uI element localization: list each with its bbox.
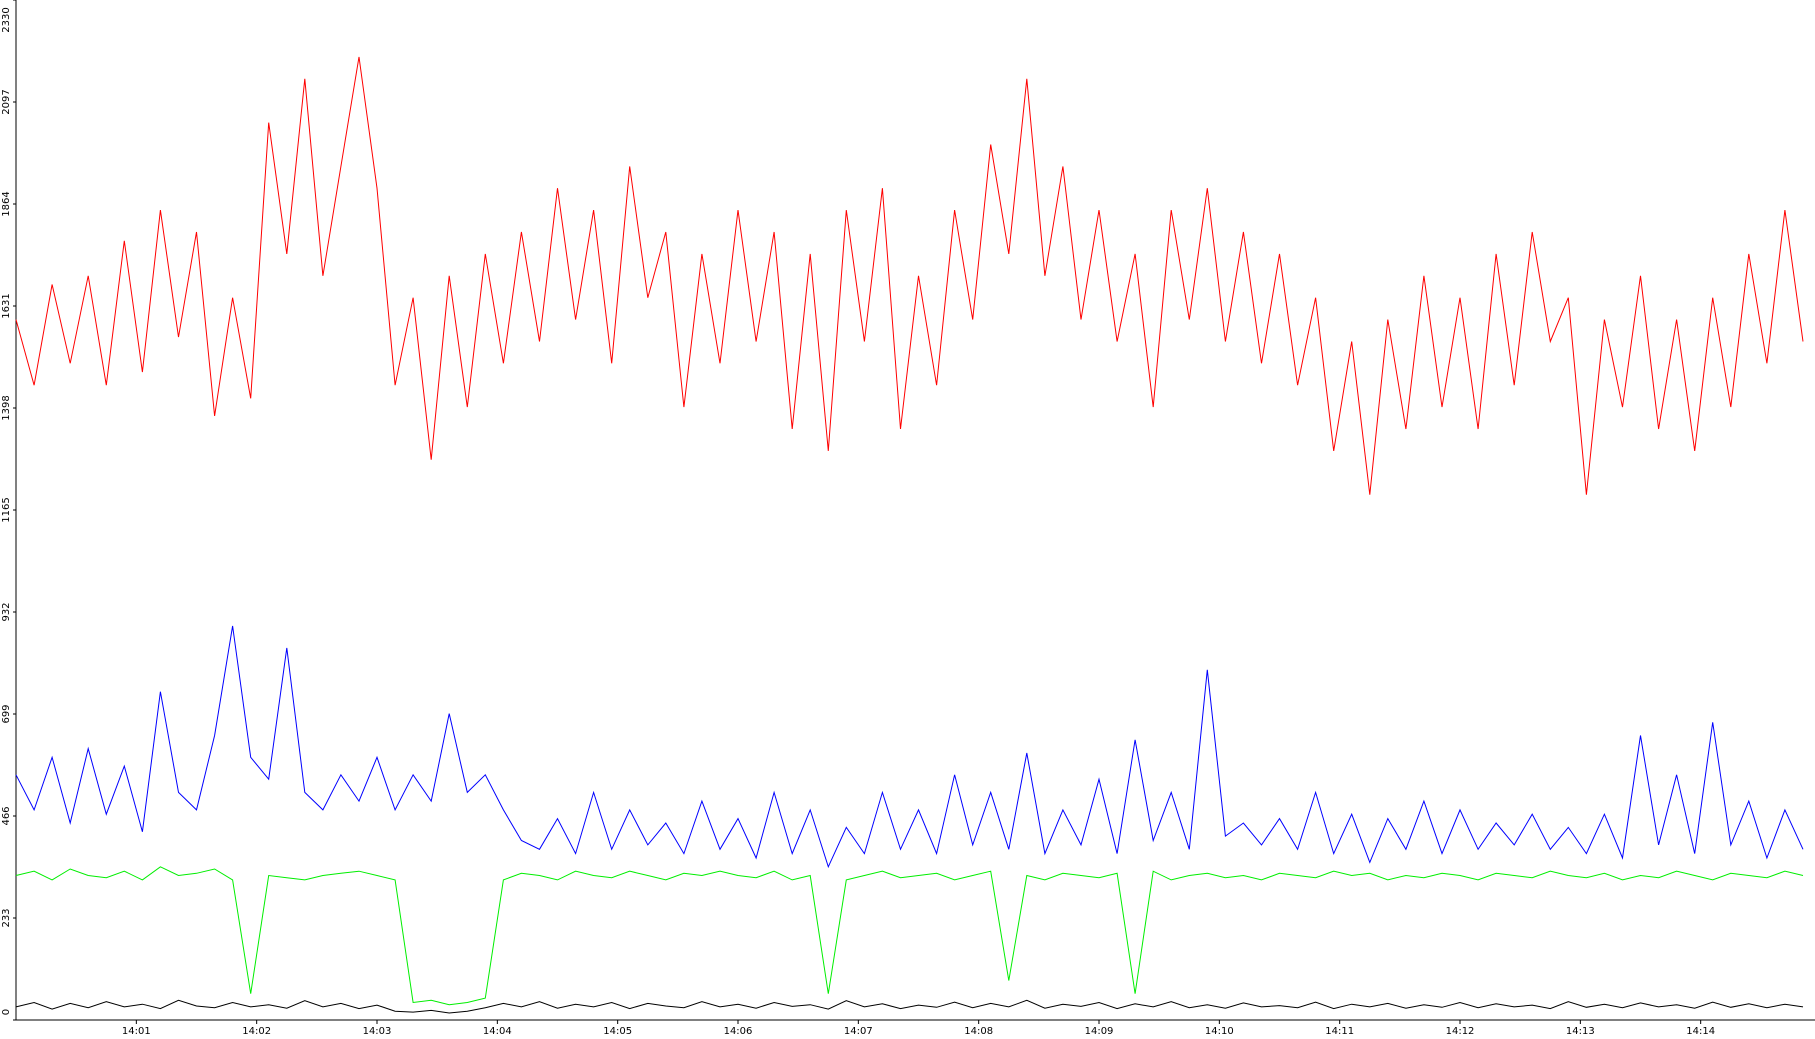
x-tick-label: 14:09: [1085, 1026, 1114, 1037]
x-tick-label: 14:03: [363, 1026, 392, 1037]
y-tick-label: 1165: [1, 497, 12, 522]
series-line: [15, 625, 1804, 869]
x-tick-label: 14:12: [1446, 1026, 1475, 1037]
y-tick-label: 0: [1, 1009, 12, 1015]
y-tick-label: 1864: [1, 191, 12, 216]
x-tick-label: 14:04: [483, 1026, 512, 1037]
series-line: [15, 56, 1804, 495]
x-tick-label: 14:13: [1566, 1026, 1595, 1037]
x-tick-label: 14:11: [1325, 1026, 1354, 1037]
y-tick-label: 2330: [1, 7, 12, 32]
y-tick-label: 466: [1, 806, 12, 825]
y-tick-label: 1398: [1, 395, 12, 420]
x-tick-label: 14:01: [122, 1026, 151, 1037]
y-tick-label: 1631: [1, 293, 12, 318]
y-tick-label: 699: [1, 704, 12, 723]
series-line: [15, 999, 1804, 1014]
x-tick-label: 14:05: [603, 1026, 632, 1037]
x-tick-label: 14:02: [242, 1026, 271, 1037]
x-tick-label: 14:07: [844, 1026, 873, 1037]
y-tick-label: 932: [1, 602, 12, 621]
x-tick-label: 14:10: [1205, 1026, 1234, 1037]
x-tick-label: 14:08: [964, 1026, 993, 1037]
y-tick-label: 2097: [1, 89, 12, 114]
series-line: [15, 866, 1804, 1006]
x-tick-label: 14:06: [724, 1026, 753, 1037]
x-tick-label: 14:14: [1686, 1026, 1715, 1037]
y-tick-label: 233: [1, 908, 12, 927]
